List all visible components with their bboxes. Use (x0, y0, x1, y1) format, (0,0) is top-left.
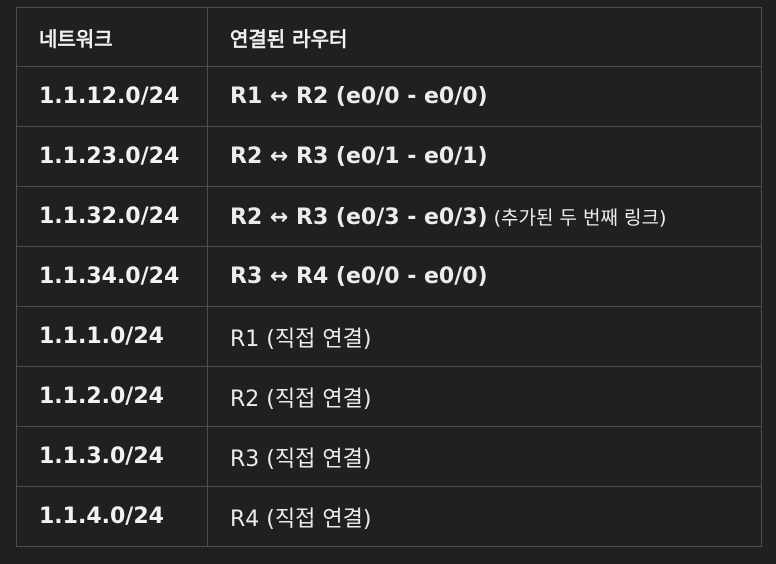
network-cell: 1.1.12.0/24 (16, 66, 208, 127)
network-table: 네트워크 연결된 라우터 1.1.12.0/24 R1 ↔ R2 (e0/0 -… (16, 7, 762, 547)
router-cell: R2 (직접 연결) (207, 366, 762, 427)
router-link-text: R2 ↔ R3 (e0/3 - e0/3) (230, 205, 488, 230)
router-cell: R1 (직접 연결) (207, 306, 762, 367)
header-network: 네트워크 (16, 7, 208, 67)
network-cell: 1.1.32.0/24 (16, 186, 208, 247)
table-row: 1.1.23.0/24 R2 ↔ R3 (e0/1 - e0/1) (16, 126, 762, 187)
router-link-text: R1 (직접 연결) (230, 326, 372, 352)
router-link-text: R3 ↔ R4 (e0/0 - e0/0) (230, 264, 488, 289)
table-row: 1.1.4.0/24 R4 (직접 연결) (16, 486, 762, 547)
table-row: 1.1.1.0/24 R1 (직접 연결) (16, 306, 762, 367)
network-table-container: 네트워크 연결된 라우터 1.1.12.0/24 R1 ↔ R2 (e0/0 -… (16, 7, 762, 547)
header-connected-routers: 연결된 라우터 (207, 7, 762, 67)
router-cell: R3 (직접 연결) (207, 426, 762, 487)
router-cell: R1 ↔ R2 (e0/0 - e0/0) (207, 66, 762, 127)
network-cell: 1.1.23.0/24 (16, 126, 208, 187)
table-row: 1.1.2.0/24 R2 (직접 연결) (16, 366, 762, 427)
router-link-text: R4 (직접 연결) (230, 506, 372, 532)
router-cell: R2 ↔ R3 (e0/1 - e0/1) (207, 126, 762, 187)
table-row: 1.1.34.0/24 R3 ↔ R4 (e0/0 - e0/0) (16, 246, 762, 307)
network-cell: 1.1.34.0/24 (16, 246, 208, 307)
router-note: (추가된 두 번째 링크) (487, 207, 667, 229)
router-link-text: R3 (직접 연결) (230, 446, 372, 472)
router-cell: R2 ↔ R3 (e0/3 - e0/3) (추가된 두 번째 링크) (207, 186, 762, 247)
router-cell: R4 (직접 연결) (207, 486, 762, 547)
router-link-text: R1 ↔ R2 (e0/0 - e0/0) (230, 84, 488, 109)
table-header-row: 네트워크 연결된 라우터 (16, 7, 762, 67)
router-link-text: R2 (직접 연결) (230, 386, 372, 412)
network-cell: 1.1.2.0/24 (16, 366, 208, 427)
router-link-text: R2 ↔ R3 (e0/1 - e0/1) (230, 144, 488, 169)
network-cell: 1.1.1.0/24 (16, 306, 208, 367)
table-row: 1.1.32.0/24 R2 ↔ R3 (e0/3 - e0/3) (추가된 두… (16, 186, 762, 247)
network-cell: 1.1.3.0/24 (16, 426, 208, 487)
router-cell: R3 ↔ R4 (e0/0 - e0/0) (207, 246, 762, 307)
network-cell: 1.1.4.0/24 (16, 486, 208, 547)
table-row: 1.1.12.0/24 R1 ↔ R2 (e0/0 - e0/0) (16, 66, 762, 127)
table-row: 1.1.3.0/24 R3 (직접 연결) (16, 426, 762, 487)
